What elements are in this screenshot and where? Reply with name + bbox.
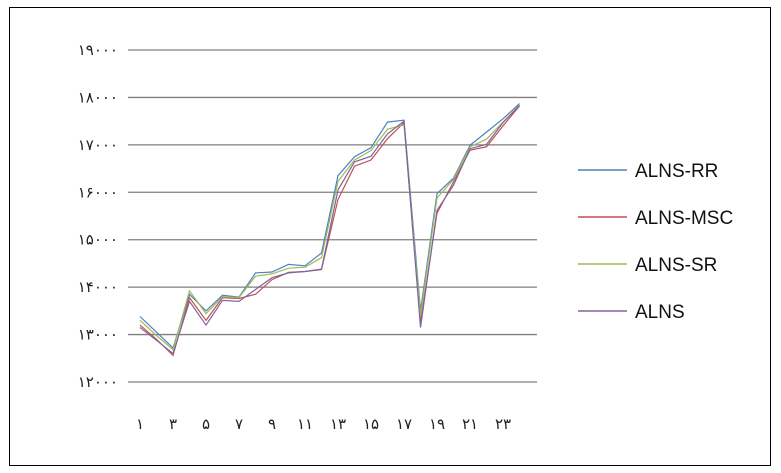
series-line-alns-sr (139, 104, 520, 351)
x-tick-label: ١١ (297, 415, 313, 433)
x-tick-label: ١٣ (330, 415, 346, 433)
chart-frame: ١٢٠٠٠ ١٣٠٠٠ ١۴٠٠٠ ١۵٠٠٠ ١۶٠٠٠ ١٧٠٠٠ ١٨٠٠٠ ١٩٠٠٠… (9, 7, 771, 466)
series-line-alns (139, 105, 520, 355)
series-lines (139, 103, 520, 357)
y-tick-label: ١۶٠٠٠ (78, 183, 118, 201)
x-tick-label: ۵ (202, 415, 210, 433)
y-tick-label: ١٣٠٠٠ (78, 326, 118, 344)
x-axis-tick-labels: ١ ٣ ۵ ٧ ٩ ١١ ١٣ ١۵ ١٧ ١٩ ٢١ ٢٣ (136, 415, 511, 433)
x-tick-label: ١٩ (429, 415, 445, 433)
legend: ALNS-RR ALNS-MSC ALNS-SR ALNS (578, 161, 733, 323)
x-tick-label: ٩ (268, 415, 276, 433)
y-tick-label: ١۴٠٠٠ (78, 278, 118, 296)
x-tick-label: ٢١ (462, 415, 478, 433)
y-tick-label: ١٧٠٠٠ (78, 136, 118, 154)
legend-label: ALNS-MSC (635, 208, 733, 229)
y-tick-label: ١٨٠٠٠ (78, 88, 118, 106)
series-line-alns-msc (139, 105, 520, 357)
y-tick-label: ١٢٠٠٠ (78, 373, 118, 391)
y-tick-label: ١٩٠٠٠ (78, 41, 118, 59)
y-axis-tick-labels: ١٢٠٠٠ ١٣٠٠٠ ١۴٠٠٠ ١۵٠٠٠ ١۶٠٠٠ ١٧٠٠٠ ١٨٠٠٠ ١٩٠٠٠ (78, 41, 118, 391)
series-line-alns-rr (139, 103, 520, 350)
x-tick-label: ٣ (169, 415, 177, 433)
legend-label: ALNS-RR (635, 161, 718, 182)
legend-label: ALNS (635, 302, 685, 323)
y-tick-label: ١۵٠٠٠ (78, 231, 118, 249)
line-chart: ١٢٠٠٠ ١٣٠٠٠ ١۴٠٠٠ ١۵٠٠٠ ١۶٠٠٠ ١٧٠٠٠ ١٨٠٠٠ ١٩٠٠٠… (78, 41, 733, 433)
grid-lines (128, 49, 537, 383)
x-tick-label: ١٧ (396, 415, 412, 433)
x-tick-label: ١۵ (363, 415, 379, 433)
x-tick-label: ٧ (235, 415, 243, 433)
x-tick-label: ٢٣ (495, 415, 511, 433)
x-tick-label: ١ (136, 415, 144, 433)
legend-label: ALNS-SR (635, 255, 717, 276)
